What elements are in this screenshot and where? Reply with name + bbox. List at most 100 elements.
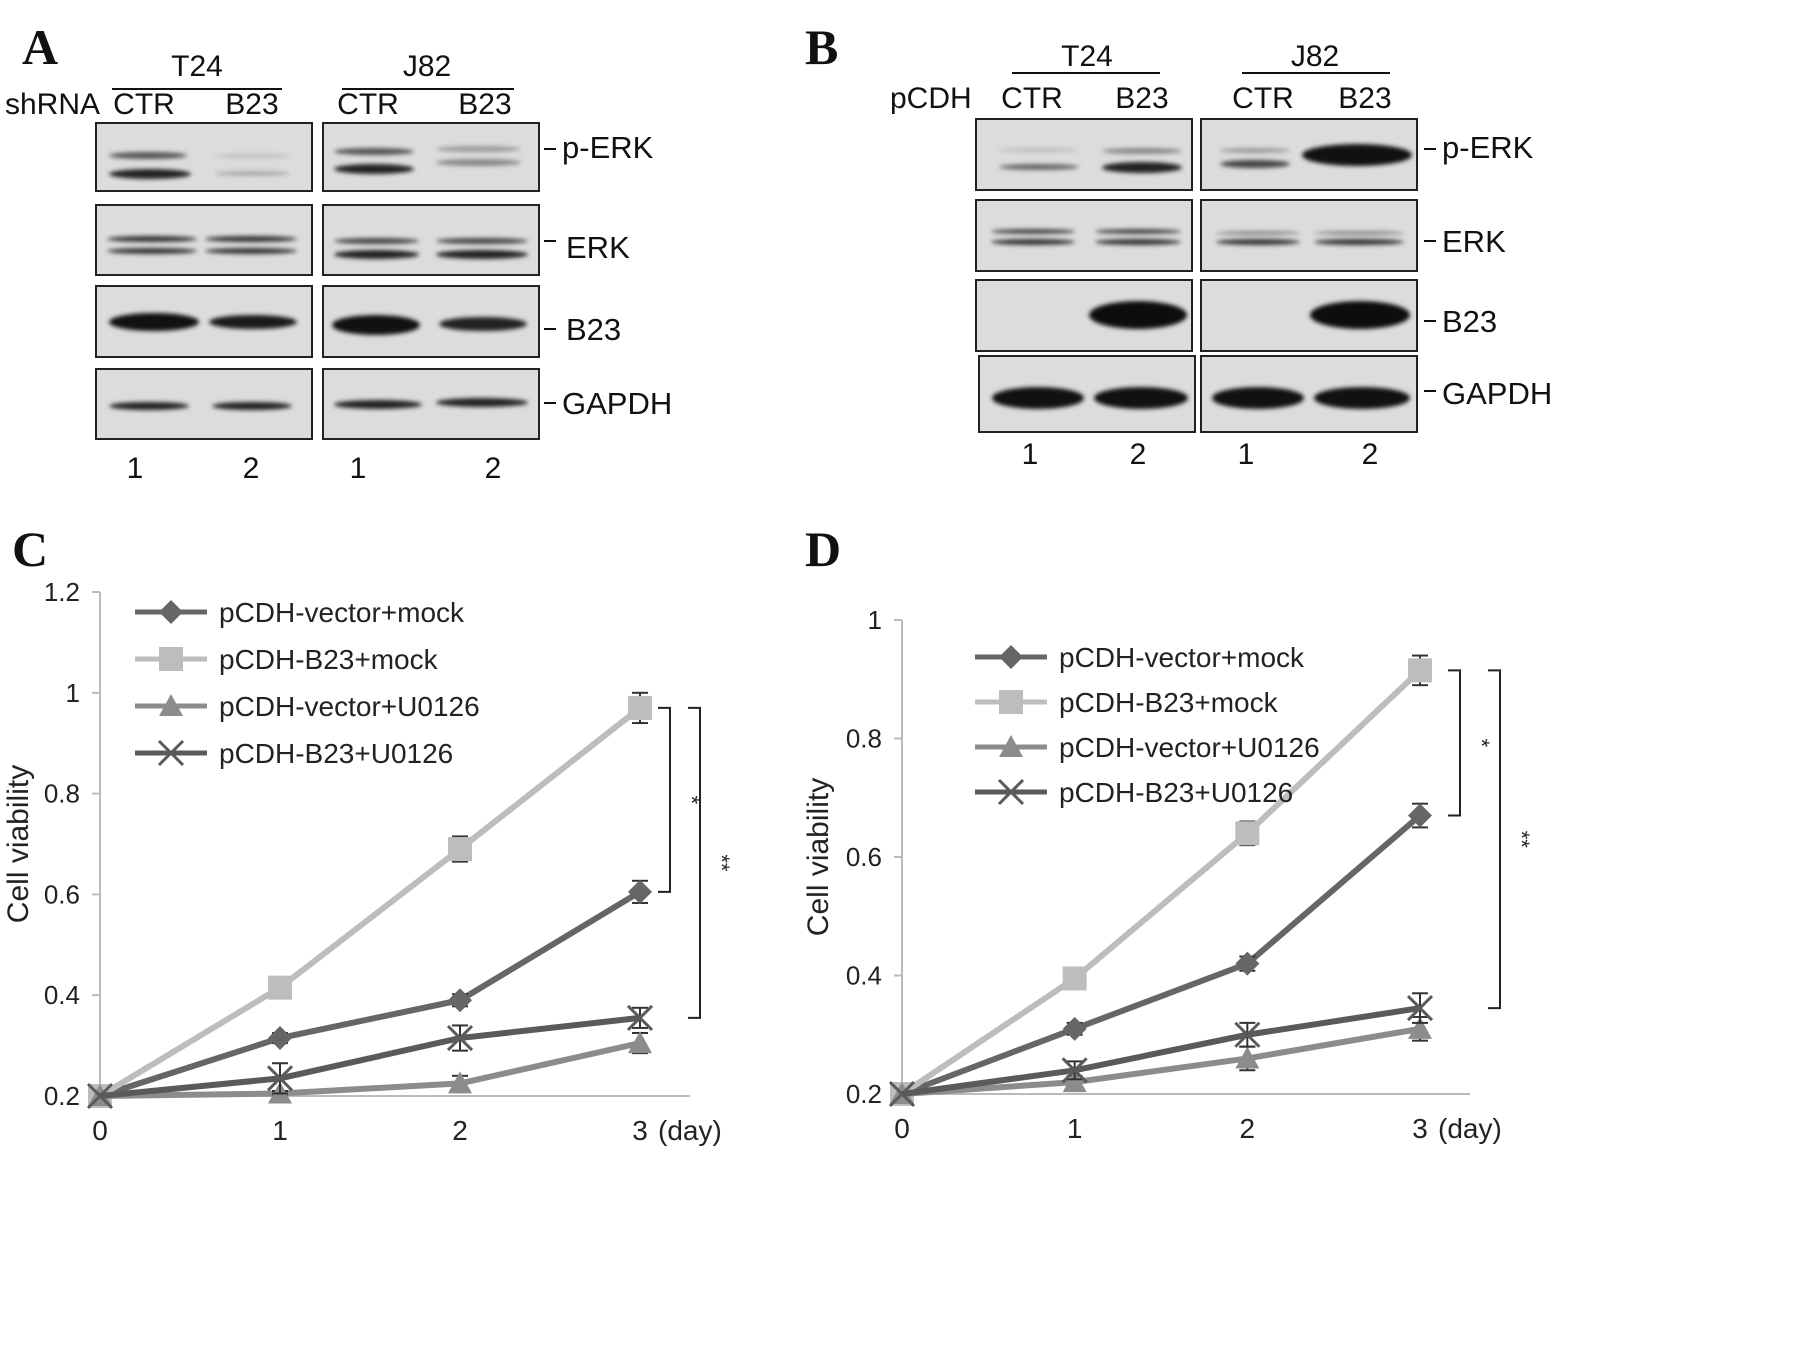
series-line [901, 1005, 1421, 1097]
legend-marker [999, 645, 1023, 669]
y-tick-label: 0.6 [44, 879, 80, 909]
data-point [1235, 1046, 1260, 1069]
data-point [448, 837, 472, 862]
blot-a-erk-t24 [95, 204, 313, 276]
data-point [266, 1065, 294, 1092]
significance-bracket [1488, 669, 1501, 1010]
panel-a-group-j82-line [342, 88, 514, 90]
data-point [448, 1071, 472, 1094]
blot-b-perk-t24 [975, 118, 1193, 191]
x-tick-label: 1 [1067, 1113, 1083, 1144]
blot-a-b23-j82 [322, 285, 540, 358]
legend-entry: pCDH-B23+U0126 [1059, 777, 1293, 808]
y-tick-label: 0.2 [44, 1081, 80, 1111]
panel-b-blot-label-erk: ERK [1442, 224, 1506, 259]
data-point [446, 1024, 474, 1052]
panel-b-lane-number: 1 [1021, 438, 1039, 471]
series-line [900, 668, 1423, 1097]
y-tick-label: 0.4 [846, 961, 882, 991]
blot-b-erk-t24 [975, 199, 1193, 272]
blot-a-perk-j82 [322, 122, 540, 192]
panel-a-blot-label-perk: p-ERK [562, 130, 654, 165]
series-line [98, 705, 642, 1099]
panel-b-lane-number: 2 [1361, 438, 1379, 471]
data-point [1408, 1016, 1432, 1039]
panel-b-label: B [805, 19, 839, 75]
chart-d: 0.2 0.4 0.6 0.8 1 0 1 2 3 (day) Cell viability pCDH… [802, 605, 1534, 1144]
blot-a-gapdh-j82 [322, 368, 540, 440]
panel-b-group-j82-line [1242, 72, 1390, 74]
significance-bracket [1448, 669, 1461, 817]
legend-entry: pCDH-vector+mock [1059, 642, 1305, 673]
blot-b-b23-t24 [975, 279, 1193, 352]
legend-marker [999, 690, 1023, 714]
y-tick-label: 0.6 [846, 842, 882, 872]
blot-b-erk-j82 [1200, 199, 1418, 272]
blot-a-b23-t24 [95, 285, 313, 358]
panel-a-lane-number: 1 [126, 452, 144, 485]
blot-a-erk-j82 [322, 204, 540, 276]
chart-c: 0.2 0.4 0.6 0.8 1 1.2 0 1 2 3 (day) Cell viability p… [2, 577, 734, 1146]
y-axis-label: Cell viability [2, 765, 35, 923]
panel-a-lane-number: 2 [484, 452, 502, 485]
panel-a-lane-number: 2 [242, 452, 260, 485]
panel-a-group-t24: T24 [171, 50, 223, 83]
blot-a-gapdh-t24 [95, 368, 313, 440]
panel-a-lane-j82-b23: B23 [458, 88, 512, 121]
series-line [99, 1040, 641, 1099]
blot-a-perk-t24 [95, 122, 313, 192]
significance-label: * [1469, 739, 1494, 748]
data-point [268, 975, 292, 1000]
panel-b-row-label: pCDH [890, 82, 972, 115]
legend-marker [157, 739, 185, 767]
y-tick-label: 0.2 [846, 1079, 882, 1109]
data-point [1062, 1070, 1087, 1093]
y-tick-label: 1 [868, 605, 882, 635]
panel-b-blot-label-b23: B23 [1442, 304, 1498, 339]
significance-label: ** [709, 854, 734, 872]
panel-c-label: C [12, 521, 49, 577]
legend-marker [997, 778, 1025, 806]
x-tick-label: 0 [92, 1115, 108, 1146]
data-point [1406, 995, 1434, 1022]
x-tick-label: 3 [632, 1115, 648, 1146]
panel-a-row-label: shRNA [5, 88, 101, 121]
panel-a-label: A [22, 19, 59, 75]
legend-entry: pCDH-B23+mock [219, 644, 439, 675]
panel-b-lane-number: 1 [1237, 438, 1255, 471]
legend-marker [159, 694, 183, 716]
series-line [901, 1025, 1421, 1097]
series-line [99, 1014, 641, 1099]
data-point [268, 1026, 292, 1051]
blot-b-b23-j82 [1200, 279, 1418, 352]
data-point [1408, 658, 1432, 683]
panel-b-group-t24: T24 [1061, 40, 1113, 73]
data-point [626, 1004, 654, 1031]
legend-marker [159, 600, 183, 624]
data-point [86, 1082, 114, 1110]
panel-b-lane-t24-ctr: CTR [1001, 82, 1063, 115]
series-line [900, 813, 1422, 1097]
legend-entry: pCDH-B23+mock [1059, 687, 1279, 718]
x-tick-label: 2 [452, 1115, 468, 1146]
data-point [448, 988, 472, 1013]
panel-b-lane-j82-b23: B23 [1338, 82, 1392, 115]
data-point [1235, 951, 1260, 976]
y-tick-label: 1 [66, 678, 80, 708]
significance-bracket [688, 706, 701, 1019]
data-point [1408, 803, 1432, 828]
panel-b-group-j82: J82 [1290, 40, 1340, 73]
legend-entry: pCDH-B23+U0126 [219, 738, 453, 769]
data-point [1062, 966, 1087, 991]
legend-entry: pCDH-vector+mock [219, 597, 465, 628]
data-point [888, 1080, 916, 1108]
blot-b-gapdh-t24 [978, 355, 1196, 433]
panel-a-lane-j82-ctr: CTR [337, 88, 399, 121]
panel-a-lane-t24-b23: B23 [225, 88, 279, 121]
legend-marker [999, 735, 1023, 757]
panel-a-group-j82: J82 [402, 50, 452, 83]
blot-b-gapdh-j82 [1200, 355, 1418, 433]
data-point [1061, 1057, 1088, 1084]
panel-b-group-t24-line [1012, 72, 1160, 74]
blot-b-perk-j82 [1200, 118, 1418, 191]
